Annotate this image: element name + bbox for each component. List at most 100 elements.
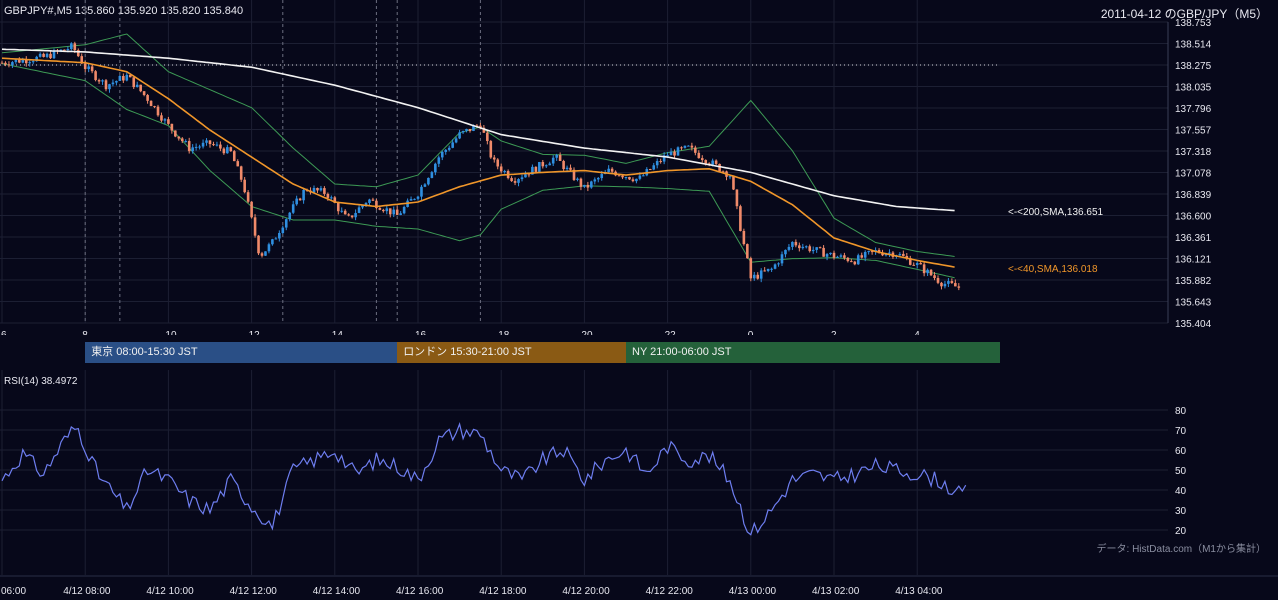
candle-body [87, 66, 90, 70]
candle-body [541, 162, 545, 167]
candle-body [815, 247, 818, 250]
candle-body [0, 62, 4, 64]
time-tick-label: 4 [914, 330, 920, 335]
candle-body [943, 283, 947, 287]
candle-body [676, 147, 680, 156]
candle-body [402, 206, 406, 214]
candle-body [427, 177, 430, 185]
session-markers [84, 0, 481, 323]
sma-annotations: <-<200,SMA,136.651 <-<40,SMA,136.018 [1008, 207, 1104, 275]
candle-body [655, 161, 659, 166]
candle-body [35, 56, 38, 62]
candle-body [18, 59, 21, 63]
candle-body [80, 56, 84, 64]
candle-body [583, 184, 586, 187]
candle-body [791, 241, 794, 247]
candle-body [811, 249, 815, 252]
time-tick-label: 20 [581, 330, 593, 335]
candle-body [382, 209, 385, 212]
candle-body [232, 151, 236, 162]
candle-body [371, 199, 375, 201]
candle-body [63, 49, 66, 51]
candle-body [364, 202, 368, 206]
candle-body [666, 155, 669, 157]
rsi-tick-label: 80 [1175, 406, 1187, 417]
candle-body [468, 128, 472, 131]
candle-body [434, 163, 437, 173]
rsi-line [1, 421, 967, 536]
data-credit: データ: HistData.com（M1から集計） [1096, 544, 1266, 555]
candle-body [662, 155, 666, 162]
candle-body [184, 141, 188, 143]
rsi-time-tick-label: 4/12 12:00 [230, 586, 278, 597]
candle-body [440, 151, 444, 158]
candle-body [843, 255, 846, 258]
candle-body [291, 204, 295, 213]
candle-body [194, 146, 198, 148]
candle-body [312, 187, 316, 193]
sma200-annotation: <-<200,SMA,136.651 [1008, 207, 1104, 218]
candle-body [399, 213, 402, 215]
sma40-annotation: <-<40,SMA,136.018 [1008, 264, 1098, 275]
candle-body [125, 74, 129, 81]
price-tick-label: 137.078 [1175, 169, 1212, 180]
candle-body [694, 147, 697, 153]
candle-body [860, 255, 864, 258]
candle-body [565, 167, 569, 170]
session-ny: NY 21:00-06:00 JST [626, 342, 1001, 363]
candle-body [752, 274, 756, 279]
candle-body [253, 217, 257, 236]
candle-body [780, 254, 784, 264]
candle-body [867, 251, 870, 253]
candle-body [534, 166, 538, 172]
candle-body [617, 175, 621, 177]
candle-body [70, 43, 73, 50]
price-tick-label: 137.557 [1175, 125, 1212, 136]
candle-body [423, 184, 427, 187]
candle-body [766, 268, 770, 271]
candle-body [728, 176, 732, 178]
candle-body [798, 245, 801, 249]
candle-body [590, 181, 593, 188]
candle-body [357, 207, 361, 213]
candle-body [66, 49, 70, 51]
candle-body [395, 209, 399, 215]
candle-body [236, 161, 240, 167]
candle-body [212, 144, 215, 146]
candle-body [621, 175, 624, 178]
candle-body [635, 178, 638, 182]
price-tick-label: 136.361 [1175, 233, 1212, 244]
session-tokyo: 東京 08:00-15:30 JST [85, 342, 398, 363]
candle-body [295, 198, 298, 205]
candle-body [52, 50, 56, 59]
candle-body [631, 179, 635, 182]
candle-body [180, 138, 184, 142]
candle-body [111, 82, 115, 85]
rsi-tick-label: 60 [1175, 446, 1187, 457]
candle-body [929, 269, 933, 276]
candle-body [714, 160, 718, 164]
upper-band [1, 33, 955, 257]
candle-body [177, 136, 181, 139]
candle-body [624, 176, 628, 178]
candle-body [288, 212, 292, 220]
candle-body [690, 145, 694, 148]
rsi-time-tick-label: 4/12 16:00 [396, 586, 444, 597]
candle-body [139, 84, 142, 92]
candle-body [250, 201, 253, 218]
rsi-chart: 80 70 60 50 40 30 20 06:00 4/12 08:00 4/12 10:00… [0, 370, 1278, 597]
chart-date-title: 2011-04-12 のGBP/JPY（M5） [1100, 7, 1268, 21]
candle-body [499, 166, 503, 172]
candle-body [420, 186, 423, 197]
rsi-tick-label: 50 [1175, 466, 1187, 477]
price-tick-label: 135.643 [1175, 298, 1212, 309]
candle-body [947, 281, 950, 284]
candle-body [642, 175, 645, 177]
rsi-time-tick-label: 4/12 08:00 [63, 586, 111, 597]
candle-body [922, 264, 926, 274]
candle-body [330, 197, 333, 199]
candle-body [853, 261, 857, 265]
rsi-time-tick-label: 4/13 00:00 [729, 586, 777, 597]
time-tick-label: 0 [748, 330, 754, 335]
candle-body [7, 64, 11, 66]
